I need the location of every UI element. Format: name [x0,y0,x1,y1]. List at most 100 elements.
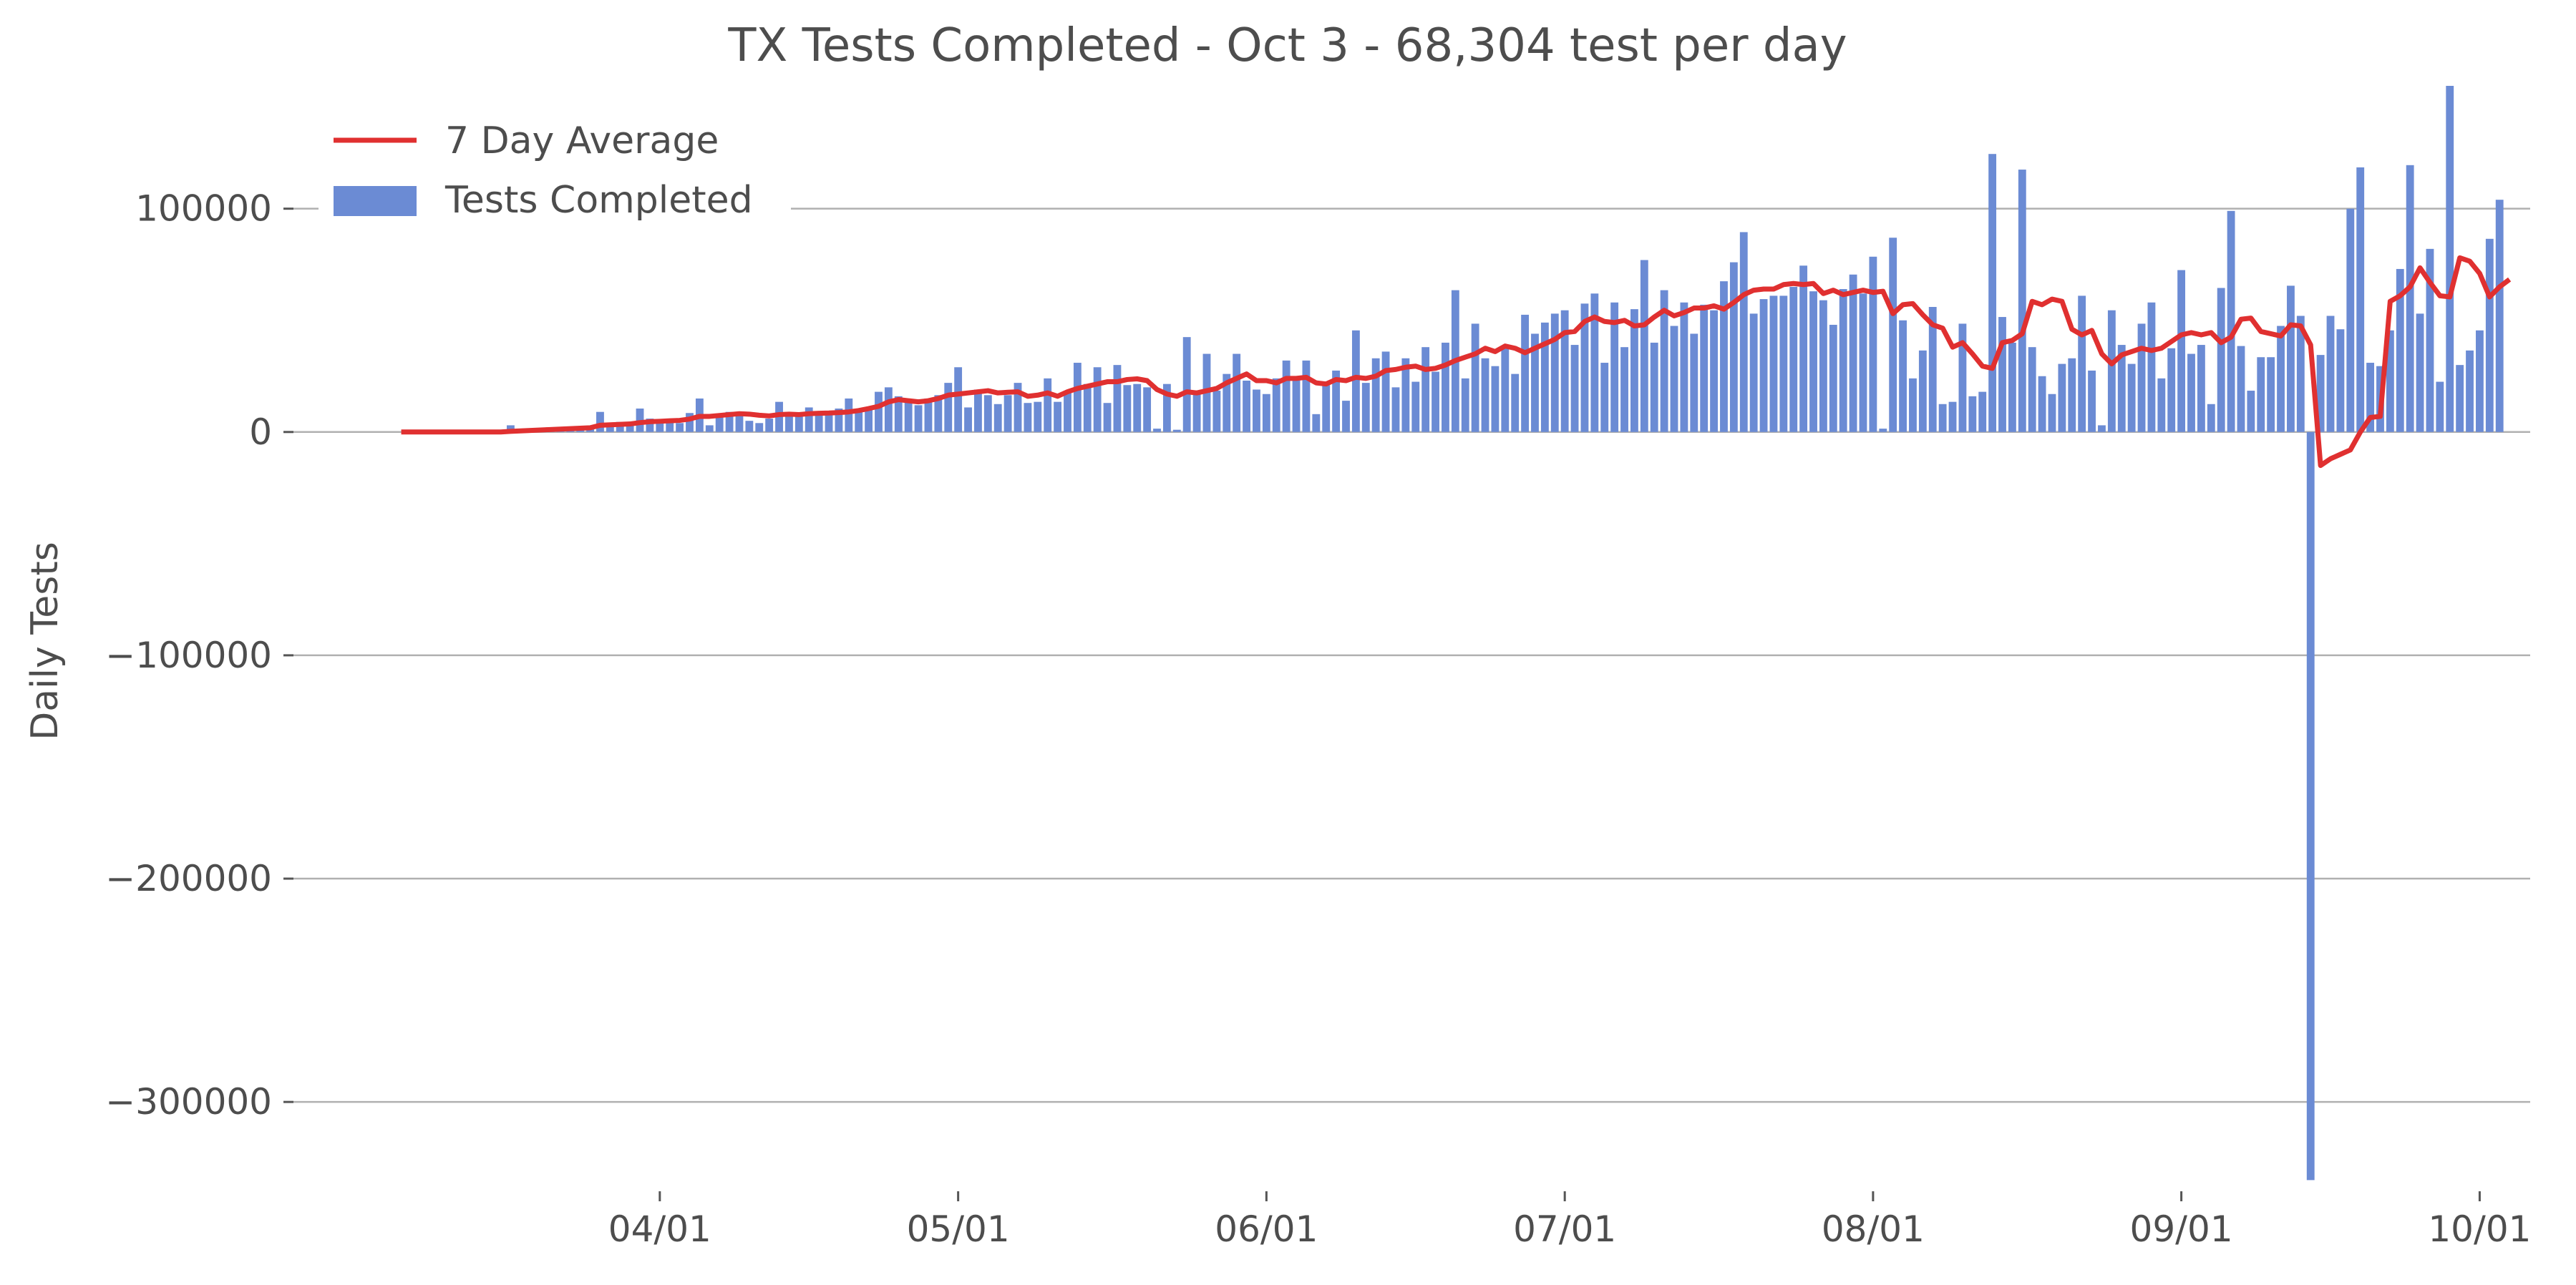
bar [2485,238,2494,432]
bar [2456,365,2464,432]
bar [1650,342,1658,432]
bar [815,414,823,432]
bar [2436,381,2444,432]
bar [2247,391,2255,432]
y-tick-label: −200000 [105,858,272,899]
bar [2296,316,2305,432]
bar [1799,265,1808,432]
bar [616,421,624,432]
bar [1113,365,1122,432]
bar [1351,330,1360,432]
bar [954,367,963,432]
bar [1332,370,1341,432]
bar [2107,310,2116,432]
bar [2117,345,2126,432]
bar [1690,333,1698,432]
bar [2396,268,2404,432]
bar [1849,274,1857,432]
bar [1103,403,1112,432]
bar [1859,293,1867,432]
bar [1093,367,1102,432]
bar [1292,376,1301,432]
bar [676,423,684,432]
bar [2326,316,2335,432]
x-tick-label: 10/01 [2428,1208,2531,1250]
bar [2088,370,2096,432]
bar [1381,351,1390,432]
bar [2157,378,2166,432]
bar [1600,363,1609,432]
bar [2207,404,2215,432]
bar [2008,342,2016,432]
bar [1779,295,1788,432]
y-tick-label: −100000 [105,635,272,676]
bar [894,396,903,432]
bar [1411,381,1420,432]
bar [2257,357,2265,432]
bar [1670,326,1678,432]
bar [705,425,714,432]
bar [1272,378,1280,432]
bar [1262,394,1270,432]
bar [2098,425,2106,432]
bar [2127,363,2136,432]
bar [884,387,893,432]
x-tick-label: 07/01 [1513,1208,1616,1250]
bar [2018,170,2026,432]
bar [1182,337,1191,432]
series-line-7-day-average [401,255,2512,469]
bar [2267,357,2275,432]
bar [1034,401,1042,432]
bar [1014,383,1022,432]
bar [1003,395,1012,432]
bar [1521,314,1530,432]
bar [1342,401,1350,432]
bar [1729,262,1738,432]
bar [725,411,734,432]
bar [1948,401,1957,432]
bar [1630,309,1638,432]
bar [646,419,654,432]
bar [1511,373,1520,432]
y-tick-label: −300000 [105,1081,272,1123]
bar [1978,391,1987,432]
bar [2187,353,2195,432]
bar [686,413,694,432]
bar [666,419,674,432]
bar [1322,385,1331,432]
bar [1739,232,1748,432]
bar [2137,323,2146,432]
bar [1282,360,1291,432]
bar [1660,290,1668,432]
bar [2495,200,2504,432]
bar [1550,313,1559,432]
bar [2217,288,2225,432]
bar [1938,404,1947,432]
bar [1302,360,1311,432]
bar [1064,391,1071,432]
bar [964,407,972,432]
y-axis-label: Daily Tests [24,542,67,741]
bar [745,421,754,432]
bar [2446,86,2454,432]
bar [1759,299,1768,432]
bar [983,395,992,432]
bar [1253,389,1260,432]
chart-title: TX Tests Completed - Oct 3 - 68,304 test… [727,19,1847,72]
bar [805,407,813,432]
bar [1192,393,1201,432]
bar [1988,154,1997,432]
bar [914,405,923,432]
bar [924,398,933,432]
bar [2336,329,2345,432]
bar [1839,289,1847,432]
bar [1391,387,1400,432]
bar [2048,394,2056,432]
bar [1024,403,1032,432]
bar [1501,347,1510,432]
bar [1889,238,1897,432]
bar [1432,371,1439,432]
bar [1371,358,1380,432]
bar [1720,281,1728,432]
